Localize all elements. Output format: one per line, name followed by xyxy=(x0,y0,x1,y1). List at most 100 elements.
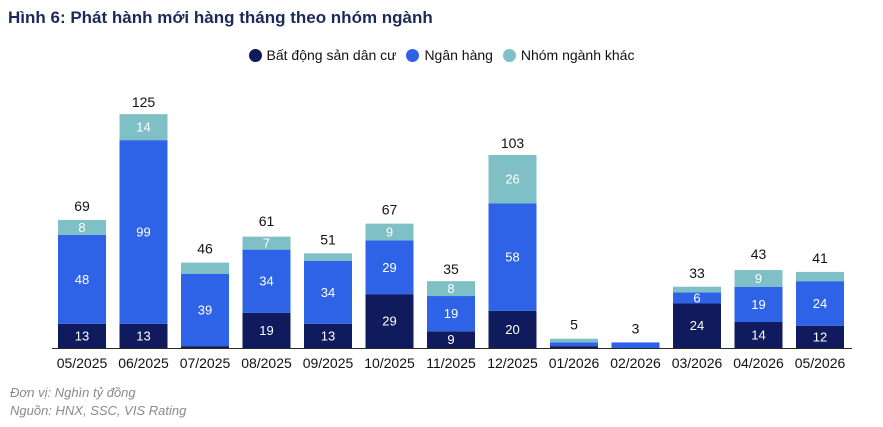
bar-segment-other-10-2025 xyxy=(365,223,414,241)
total-label-04-2026: 43 xyxy=(751,246,767,262)
segment-label-real-estate-12-2025: 20 xyxy=(505,322,519,337)
segment-label-other-11-2025: 8 xyxy=(447,281,454,296)
bar-segment-banks-01-2026 xyxy=(550,342,598,347)
segment-label-banks-08-2025: 34 xyxy=(259,274,273,289)
total-label-05-2025: 69 xyxy=(74,198,90,214)
legend-item-real-estate: Bất động sản dân cư xyxy=(248,47,397,63)
x-tick-label-07-2025: 07/2025 xyxy=(180,355,231,371)
bar-segment-real-estate-09-2025 xyxy=(304,323,352,348)
segment-label-banks-04-2026: 19 xyxy=(751,297,765,312)
segment-label-real-estate-10-2025: 29 xyxy=(382,314,396,329)
total-label-02-2026: 3 xyxy=(632,320,640,336)
total-label-08-2025: 61 xyxy=(259,213,275,229)
x-tick-label-02-2026: 02/2026 xyxy=(610,355,661,371)
bar-segment-banks-06-2025 xyxy=(119,140,168,324)
bar-segment-real-estate-01-2026 xyxy=(550,346,598,348)
legend-item-other: Nhóm ngành khác xyxy=(502,47,635,63)
chart-title: Hình 6: Phát hành mới hàng tháng theo nh… xyxy=(8,8,433,27)
bar-segment-real-estate-05-2026 xyxy=(796,325,844,348)
bar-segment-other-09-2025 xyxy=(304,253,352,261)
legend-swatch-banks xyxy=(406,48,420,62)
bar-segment-real-estate-05-2025 xyxy=(58,323,106,348)
x-tick-label-12-2025: 12/2025 xyxy=(487,355,538,371)
stacked-bar-chart: 134886905/202513991412506/2025394607/202… xyxy=(52,94,852,371)
legend-swatch-real-estate xyxy=(248,48,262,62)
segment-label-real-estate-05-2026: 12 xyxy=(813,329,827,344)
total-label-10-2025: 67 xyxy=(382,202,398,218)
segment-label-other-10-2025: 9 xyxy=(386,225,393,240)
bar-segment-real-estate-06-2025 xyxy=(119,323,168,348)
x-tick-label-05-2026: 05/2026 xyxy=(795,355,846,371)
segment-label-other-06-2025: 14 xyxy=(136,120,150,135)
legend-label-real-estate: Bất động sản dân cư xyxy=(266,47,397,63)
segment-label-banks-11-2025: 19 xyxy=(444,306,458,321)
bar-segment-other-01-2026 xyxy=(550,338,598,343)
segment-label-real-estate-11-2025: 9 xyxy=(447,332,454,347)
legend: Bất động sản dân cư Ngân hàng Nhóm ngành… xyxy=(0,47,883,65)
total-label-05-2026: 41 xyxy=(812,250,828,266)
x-tick-label-05-2025: 05/2025 xyxy=(57,355,108,371)
segment-label-other-12-2025: 26 xyxy=(505,172,519,187)
legend-item-banks: Ngân hàng xyxy=(406,47,493,63)
legend-swatch-other xyxy=(502,48,516,62)
bar-segment-real-estate-07-2025 xyxy=(181,346,229,348)
bar-segment-banks-05-2025 xyxy=(58,234,106,324)
bar-segment-other-03-2026 xyxy=(673,286,721,293)
total-label-01-2026: 5 xyxy=(570,317,578,333)
total-label-09-2025: 51 xyxy=(320,231,336,247)
bar-segment-banks-05-2026 xyxy=(796,281,844,326)
bar-segment-banks-08-2025 xyxy=(242,249,291,313)
segment-label-other-05-2025: 8 xyxy=(78,220,85,235)
segment-label-banks-05-2026: 24 xyxy=(813,296,827,311)
x-tick-label-10-2025: 10/2025 xyxy=(364,355,415,371)
bar-segment-other-07-2025 xyxy=(181,262,229,274)
bar-segment-real-estate-08-2025 xyxy=(242,312,291,348)
bar-segment-other-12-2025 xyxy=(488,154,537,204)
source-note: Nguồn: HNX, SSC, VIS Rating xyxy=(10,403,187,418)
segment-label-banks-12-2025: 58 xyxy=(505,250,519,265)
bar-segment-other-06-2025 xyxy=(119,114,168,141)
total-label-03-2026: 33 xyxy=(689,265,705,281)
bar-segment-banks-10-2025 xyxy=(365,240,414,295)
segment-label-other-04-2026: 9 xyxy=(755,271,762,286)
x-tick-label-06-2025: 06/2025 xyxy=(118,355,169,371)
bar-segment-real-estate-04-2026 xyxy=(734,322,783,348)
total-label-11-2025: 35 xyxy=(443,261,459,277)
bar-segment-other-04-2026 xyxy=(734,270,783,287)
segment-label-real-estate-06-2025: 13 xyxy=(136,328,150,343)
bar-segment-other-08-2025 xyxy=(242,236,291,250)
unit-note: Đơn vị: Nghìn tỷ đồng xyxy=(10,385,136,400)
bar-segment-other-05-2025 xyxy=(58,219,106,235)
segment-label-real-estate-03-2026: 24 xyxy=(690,318,704,333)
x-tick-label-08-2025: 08/2025 xyxy=(241,355,292,371)
bar-segment-banks-12-2025 xyxy=(488,203,537,311)
bar-segment-banks-04-2026 xyxy=(734,286,783,323)
bar-segment-banks-02-2026 xyxy=(611,342,660,348)
legend-label-banks: Ngân hàng xyxy=(424,47,493,63)
bar-segment-real-estate-10-2025 xyxy=(365,294,414,348)
bar-segment-real-estate-03-2026 xyxy=(673,303,721,348)
segment-label-banks-10-2025: 29 xyxy=(382,260,396,275)
segment-label-banks-03-2026: 6 xyxy=(693,290,700,305)
segment-label-banks-06-2025: 99 xyxy=(136,225,150,240)
bar-segment-real-estate-11-2025 xyxy=(427,331,475,348)
x-tick-label-09-2025: 09/2025 xyxy=(303,355,354,371)
segment-label-real-estate-04-2026: 14 xyxy=(751,328,765,343)
x-tick-label-11-2025: 11/2025 xyxy=(426,355,476,371)
bar-segment-other-05-2026 xyxy=(796,271,844,282)
segment-label-real-estate-09-2025: 13 xyxy=(321,328,335,343)
total-label-12-2025: 103 xyxy=(501,135,525,151)
segment-label-banks-07-2025: 39 xyxy=(198,302,212,317)
segment-label-banks-09-2025: 34 xyxy=(321,285,335,300)
x-tick-label-01-2026: 01/2026 xyxy=(549,355,600,371)
bar-segment-banks-11-2025 xyxy=(427,296,475,332)
x-tick-label-04-2026: 04/2026 xyxy=(733,355,784,371)
bar-segment-other-11-2025 xyxy=(427,281,475,297)
bar-segment-banks-07-2025 xyxy=(181,273,229,347)
legend-label-other: Nhóm ngành khác xyxy=(520,47,635,63)
bar-segment-real-estate-12-2025 xyxy=(488,310,537,348)
segment-label-real-estate-05-2025: 13 xyxy=(75,328,89,343)
bar-segment-banks-03-2026 xyxy=(673,292,721,304)
total-label-06-2025: 125 xyxy=(132,94,156,110)
segment-label-real-estate-08-2025: 19 xyxy=(259,323,273,338)
